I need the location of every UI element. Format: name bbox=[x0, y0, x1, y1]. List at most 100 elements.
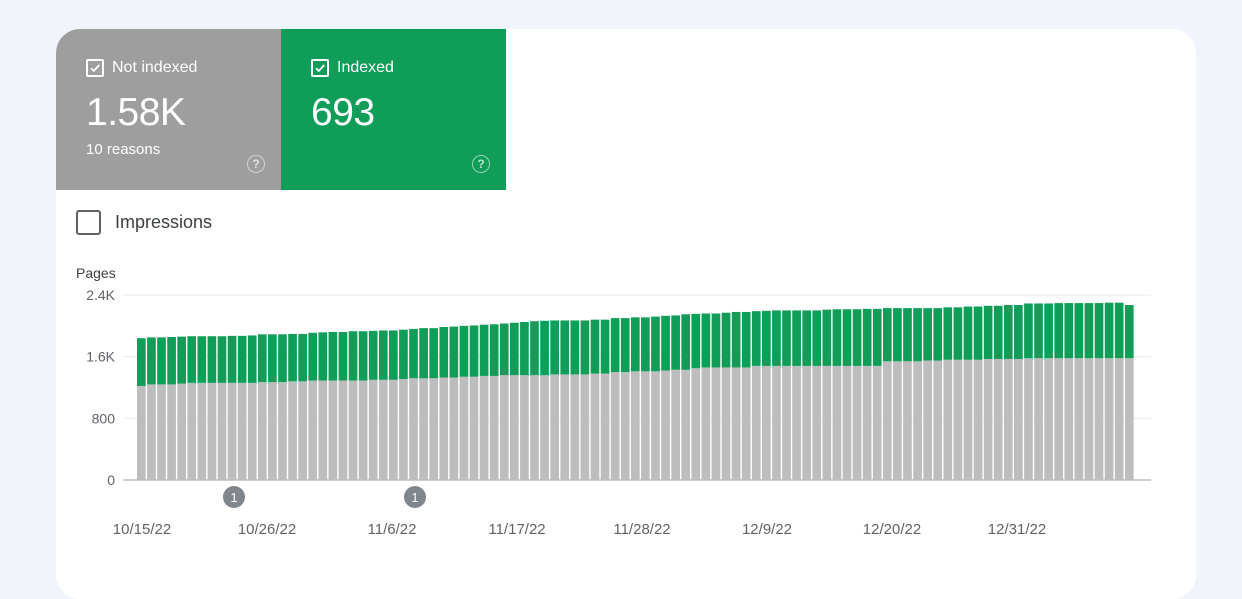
bar-indexed bbox=[469, 325, 479, 377]
bar-not-indexed bbox=[177, 383, 187, 480]
bar-indexed bbox=[590, 319, 600, 374]
bar-not-indexed bbox=[993, 358, 1003, 480]
impressions-label: Impressions bbox=[115, 212, 213, 232]
bar-indexed bbox=[378, 330, 388, 380]
bar-not-indexed bbox=[499, 375, 509, 480]
bar-indexed bbox=[439, 326, 449, 378]
bar-not-indexed bbox=[741, 367, 751, 480]
bar-not-indexed bbox=[147, 384, 156, 480]
bar-not-indexed bbox=[872, 365, 882, 480]
bar-not-indexed bbox=[328, 380, 338, 480]
checkbox-checked-icon[interactable] bbox=[86, 59, 104, 77]
bar-indexed bbox=[741, 311, 751, 368]
bar-indexed bbox=[278, 334, 287, 383]
bar-indexed bbox=[1014, 305, 1023, 359]
bar-not-indexed bbox=[368, 379, 378, 480]
bar-not-indexed bbox=[620, 372, 630, 480]
bar-indexed bbox=[751, 311, 761, 366]
bar-indexed bbox=[157, 337, 166, 385]
bar-not-indexed bbox=[378, 379, 388, 480]
bar-not-indexed bbox=[530, 375, 539, 480]
bar-not-indexed bbox=[812, 365, 822, 480]
indexed-metric-card[interactable]: Indexed 693 ? bbox=[281, 29, 506, 190]
bar-not-indexed bbox=[288, 381, 297, 480]
bar-indexed bbox=[328, 332, 338, 381]
bar-indexed bbox=[973, 306, 983, 360]
bar-indexed bbox=[943, 307, 953, 360]
bar-indexed bbox=[1124, 305, 1134, 359]
bar-indexed bbox=[792, 310, 801, 366]
bar-not-indexed bbox=[419, 378, 428, 480]
bar-indexed bbox=[419, 328, 428, 379]
bar-not-indexed bbox=[651, 371, 660, 480]
bar-not-indexed bbox=[348, 380, 358, 480]
bar-indexed bbox=[308, 332, 318, 381]
bar-indexed bbox=[671, 315, 680, 370]
bar-not-indexed bbox=[489, 375, 499, 480]
annotation-marker[interactable]: 1 bbox=[404, 486, 426, 508]
y-tick-label: 1.6K bbox=[86, 349, 115, 365]
bar-not-indexed bbox=[187, 382, 197, 480]
bar-indexed bbox=[207, 336, 217, 383]
bar-indexed bbox=[288, 333, 297, 382]
annotation-marker[interactable]: 1 bbox=[223, 486, 245, 508]
bar-not-indexed bbox=[681, 369, 691, 480]
help-circle-icon[interactable]: ? bbox=[472, 155, 490, 173]
bar-indexed bbox=[509, 322, 519, 376]
not-indexed-reasons: 10 reasons bbox=[86, 141, 161, 158]
bar-indexed bbox=[1003, 305, 1013, 359]
annotation-circle bbox=[404, 486, 426, 508]
not-indexed-metric-card[interactable]: Not indexed 1.58K 10 reasons ? bbox=[56, 29, 281, 190]
bar-not-indexed bbox=[1014, 358, 1023, 480]
bar-not-indexed bbox=[137, 385, 146, 480]
x-tick-label: 10/15/22 bbox=[113, 521, 171, 538]
bar-indexed bbox=[227, 335, 237, 383]
bar-not-indexed bbox=[197, 382, 207, 480]
bar-indexed bbox=[429, 328, 439, 379]
bar-not-indexed bbox=[268, 382, 277, 480]
bar-not-indexed bbox=[479, 375, 489, 480]
impressions-toggle[interactable]: Impressions bbox=[76, 210, 212, 235]
bar-not-indexed bbox=[308, 380, 318, 480]
bar-not-indexed bbox=[1074, 358, 1084, 480]
bar-indexed bbox=[953, 307, 963, 360]
bar-indexed bbox=[661, 315, 670, 371]
bar-not-indexed bbox=[600, 373, 610, 480]
bar-not-indexed bbox=[278, 382, 287, 480]
bar-indexed bbox=[1064, 303, 1074, 359]
checkbox-checked-icon[interactable] bbox=[311, 59, 329, 77]
bar-indexed bbox=[257, 334, 267, 383]
bar-not-indexed bbox=[409, 378, 418, 480]
bar-indexed bbox=[479, 324, 489, 376]
bar-not-indexed bbox=[862, 365, 872, 480]
pages-stacked-bar-chart: Pages 2.4K 1.6K 800 0 1 1 10/15/22 10/26/22 11/6/… bbox=[76, 265, 1151, 538]
bar-not-indexed bbox=[943, 359, 953, 480]
bar-indexed bbox=[610, 318, 620, 373]
bar-indexed bbox=[903, 308, 912, 362]
bar-indexed bbox=[832, 309, 842, 366]
bar-indexed bbox=[1084, 303, 1094, 359]
bar-not-indexed bbox=[772, 365, 781, 480]
bar-indexed bbox=[560, 320, 570, 375]
bar-not-indexed bbox=[257, 382, 267, 480]
bar-indexed bbox=[641, 317, 650, 372]
bar-indexed bbox=[298, 333, 307, 382]
bar-indexed bbox=[237, 335, 247, 383]
bar-indexed bbox=[882, 308, 892, 362]
bar-not-indexed bbox=[207, 382, 217, 480]
not-indexed-value: 1.58K bbox=[86, 91, 186, 134]
bar-indexed bbox=[550, 320, 559, 375]
checkbox-unchecked-icon[interactable] bbox=[76, 210, 101, 235]
bar-indexed bbox=[822, 309, 832, 366]
annotation-label: 1 bbox=[230, 490, 237, 505]
bar-not-indexed bbox=[459, 376, 469, 480]
indexed-header: Indexed bbox=[311, 59, 394, 77]
bar-indexed bbox=[812, 310, 822, 366]
help-circle-icon[interactable]: ? bbox=[247, 155, 265, 173]
x-tick-label: 12/31/22 bbox=[988, 521, 1046, 538]
bar-indexed bbox=[600, 319, 610, 374]
y-tick-label: 2.4K bbox=[86, 287, 115, 303]
bar-indexed bbox=[923, 308, 932, 361]
bar-not-indexed bbox=[721, 367, 731, 480]
bar-indexed bbox=[1094, 303, 1104, 359]
